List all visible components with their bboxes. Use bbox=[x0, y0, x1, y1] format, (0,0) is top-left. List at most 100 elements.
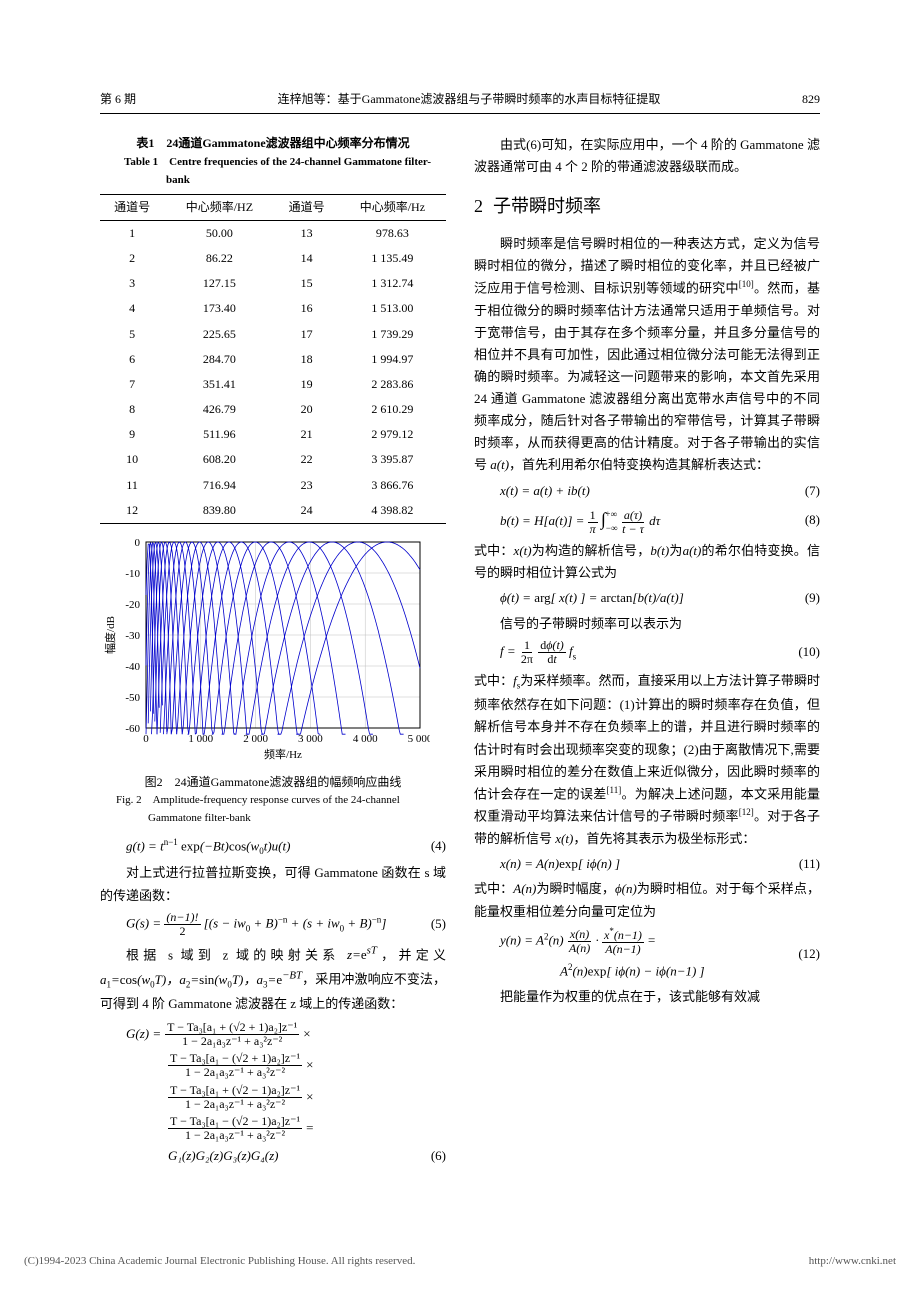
svg-text:5 000: 5 000 bbox=[408, 733, 430, 745]
th-cf-b: 中心频率/Hz bbox=[339, 194, 446, 220]
right-column: 由式(6)可知，在实际应用中，一个 4 阶的 Gammatone 滤波器通常可由… bbox=[474, 134, 820, 1173]
table-cell: 608.20 bbox=[164, 447, 274, 472]
table-cell: 13 bbox=[274, 220, 338, 246]
centre-freq-table: 通道号 中心频率/HZ 通道号 中心频率/Hz 150.0013978.6328… bbox=[100, 194, 446, 524]
table-cell: 5 bbox=[100, 322, 164, 347]
svg-text:0: 0 bbox=[135, 537, 141, 549]
right-para-1: 瞬时频率是信号瞬时相位的一种表达方式，定义为信号瞬时相位的微分，描述了瞬时相位的… bbox=[474, 233, 820, 476]
svg-text:4 000: 4 000 bbox=[353, 733, 378, 745]
equation-7: x(t) = a(t) + ib(t) (7) bbox=[500, 481, 820, 502]
left-column: 表1 24通道Gammatone滤波器组中心频率分布情况 Table 1 Cen… bbox=[100, 134, 446, 1173]
svg-text:2 000: 2 000 bbox=[243, 733, 268, 745]
table-cell: 426.79 bbox=[164, 397, 274, 422]
table-cell: 225.65 bbox=[164, 322, 274, 347]
table-cell: 173.40 bbox=[164, 296, 274, 321]
equation-6: G(z) = T − Ta₃[a₁ + (√2 + 1)a₂]z⁻¹1 − 2a… bbox=[126, 1021, 446, 1167]
table-row: 8426.79202 610.29 bbox=[100, 397, 446, 422]
section-2-heading: 2子带瞬时频率 bbox=[474, 192, 820, 221]
table-cell: 24 bbox=[274, 498, 338, 524]
table-cell: 1 bbox=[100, 220, 164, 246]
figure-caption-en: Fig. 2 Amplitude-frequency response curv… bbox=[116, 792, 446, 827]
equation-11: x(n) = A(n)exp[ iϕ(n) ] (11) bbox=[500, 854, 820, 875]
table-cell: 3 bbox=[100, 271, 164, 296]
table-cell: 21 bbox=[274, 422, 338, 447]
table-cell: 978.63 bbox=[339, 220, 446, 246]
table-cell: 23 bbox=[274, 473, 338, 498]
table-cell: 4 398.82 bbox=[339, 498, 446, 524]
table-row: 6284.70181 994.97 bbox=[100, 347, 446, 372]
table-cell: 2 bbox=[100, 246, 164, 271]
svg-text:幅度/dB: 幅度/dB bbox=[103, 616, 117, 654]
issue-number: 第 6 期 bbox=[100, 90, 136, 109]
right-para-3: 信号的子带瞬时频率可以表示为 bbox=[474, 613, 820, 635]
table-row: 10608.20223 395.87 bbox=[100, 447, 446, 472]
table-cell: 50.00 bbox=[164, 220, 274, 246]
table-cell: 8 bbox=[100, 397, 164, 422]
svg-text:频率/Hz: 频率/Hz bbox=[264, 747, 302, 761]
table-cell: 351.41 bbox=[164, 372, 274, 397]
right-para-0: 由式(6)可知，在实际应用中，一个 4 阶的 Gammatone 滤波器通常可由… bbox=[474, 134, 820, 178]
table-row: 286.22141 135.49 bbox=[100, 246, 446, 271]
table-row: 3127.15151 312.74 bbox=[100, 271, 446, 296]
figure-caption-cn: 图2 24通道Gammatone滤波器组的幅频响应曲线 bbox=[100, 773, 446, 792]
right-para-6: 把能量作为权重的优点在于，该式能够有效减 bbox=[474, 986, 820, 1008]
right-para-4: 式中：fs为采样频率。然而，直接采用以上方法计算子带瞬时频率依然存在如下问题：(… bbox=[474, 670, 820, 849]
equation-9: ϕ(t) = arg[ x(t) ] = arctan[b(t)/a(t)] (… bbox=[500, 588, 820, 609]
svg-text:-20: -20 bbox=[125, 599, 140, 611]
right-para-2: 式中：x(t)为构造的解析信号，b(t)为a(t)的希尔伯特变换。信号的瞬时相位… bbox=[474, 540, 820, 584]
table-row: 4173.40161 513.00 bbox=[100, 296, 446, 321]
table-cell: 284.70 bbox=[164, 347, 274, 372]
equation-4: g(t) = tn−1 exp(−Bt)cos(w0t)u(t) (4) bbox=[126, 835, 446, 858]
table-cell: 11 bbox=[100, 473, 164, 498]
figure-2: 01 0002 0003 0004 0005 0000-10-20-30-40-… bbox=[100, 534, 446, 827]
running-title: 连梓旭等：基于Gammatone滤波器组与子带瞬时频率的水声目标特征提取 bbox=[136, 90, 802, 109]
table-cell: 14 bbox=[274, 246, 338, 271]
table-cell: 20 bbox=[274, 397, 338, 422]
table-row: 5225.65171 739.29 bbox=[100, 322, 446, 347]
table-cell: 22 bbox=[274, 447, 338, 472]
table-cell: 2 283.86 bbox=[339, 372, 446, 397]
equation-12: y(n) = A2(n) x(n)A(n) · x*(n−1)A(n−1) = … bbox=[500, 927, 820, 983]
table-caption-en: Table 1 Centre frequencies of the 24-cha… bbox=[124, 154, 446, 189]
table-cell: 1 739.29 bbox=[339, 322, 446, 347]
th-ch-b: 通道号 bbox=[274, 194, 338, 220]
svg-text:-50: -50 bbox=[125, 692, 140, 704]
svg-text:-10: -10 bbox=[125, 568, 140, 580]
table-cell: 1 994.97 bbox=[339, 347, 446, 372]
table-cell: 511.96 bbox=[164, 422, 274, 447]
table-cell: 86.22 bbox=[164, 246, 274, 271]
page-footer: (C)1994-2023 China Academic Journal Elec… bbox=[0, 1233, 920, 1287]
table-cell: 16 bbox=[274, 296, 338, 321]
table-row: 11716.94233 866.76 bbox=[100, 473, 446, 498]
table-cell: 4 bbox=[100, 296, 164, 321]
svg-text:3 000: 3 000 bbox=[298, 733, 323, 745]
table-cell: 1 513.00 bbox=[339, 296, 446, 321]
table-row: 9511.96212 979.12 bbox=[100, 422, 446, 447]
table-cell: 2 610.29 bbox=[339, 397, 446, 422]
equation-8: b(t) = H[a(t)] = 1π ∫−∞+∞ a(τ)t − τ dτ (… bbox=[500, 505, 820, 536]
svg-text:-60: -60 bbox=[125, 723, 140, 735]
page-header: 第 6 期 连梓旭等：基于Gammatone滤波器组与子带瞬时频率的水声目标特征… bbox=[100, 90, 820, 114]
table-row: 12839.80244 398.82 bbox=[100, 498, 446, 524]
table-cell: 15 bbox=[274, 271, 338, 296]
table-row: 150.0013978.63 bbox=[100, 220, 446, 246]
th-ch-a: 通道号 bbox=[100, 194, 164, 220]
footer-url: http://www.cnki.net bbox=[809, 1253, 896, 1271]
table-cell: 716.94 bbox=[164, 473, 274, 498]
svg-text:0: 0 bbox=[143, 733, 149, 745]
svg-text:-30: -30 bbox=[125, 630, 140, 642]
amplitude-frequency-chart: 01 0002 0003 0004 0005 0000-10-20-30-40-… bbox=[100, 534, 430, 764]
table-cell: 10 bbox=[100, 447, 164, 472]
table-cell: 3 866.76 bbox=[339, 473, 446, 498]
table-cell: 18 bbox=[274, 347, 338, 372]
page-number: 829 bbox=[802, 90, 820, 109]
left-para-2: 根据 s 域到 z 域的映射关系 z=esT，并定义 a1=cos(w0T)，a… bbox=[100, 942, 446, 1015]
table-cell: 9 bbox=[100, 422, 164, 447]
table-cell: 127.15 bbox=[164, 271, 274, 296]
right-para-5: 式中：A(n)为瞬时幅度，ϕ(n)为瞬时相位。对于每个采样点，能量权重相位差分向… bbox=[474, 878, 820, 922]
table-cell: 839.80 bbox=[164, 498, 274, 524]
table-caption-cn: 表1 24通道Gammatone滤波器组中心频率分布情况 bbox=[100, 134, 446, 153]
left-para-1: 对上式进行拉普拉斯变换，可得 Gammatone 函数在 s 域的传递函数： bbox=[100, 862, 446, 906]
table-cell: 7 bbox=[100, 372, 164, 397]
equation-5: G(s) = (n−1)!2 [(s − iw0 + B)−n + (s + i… bbox=[126, 911, 446, 938]
